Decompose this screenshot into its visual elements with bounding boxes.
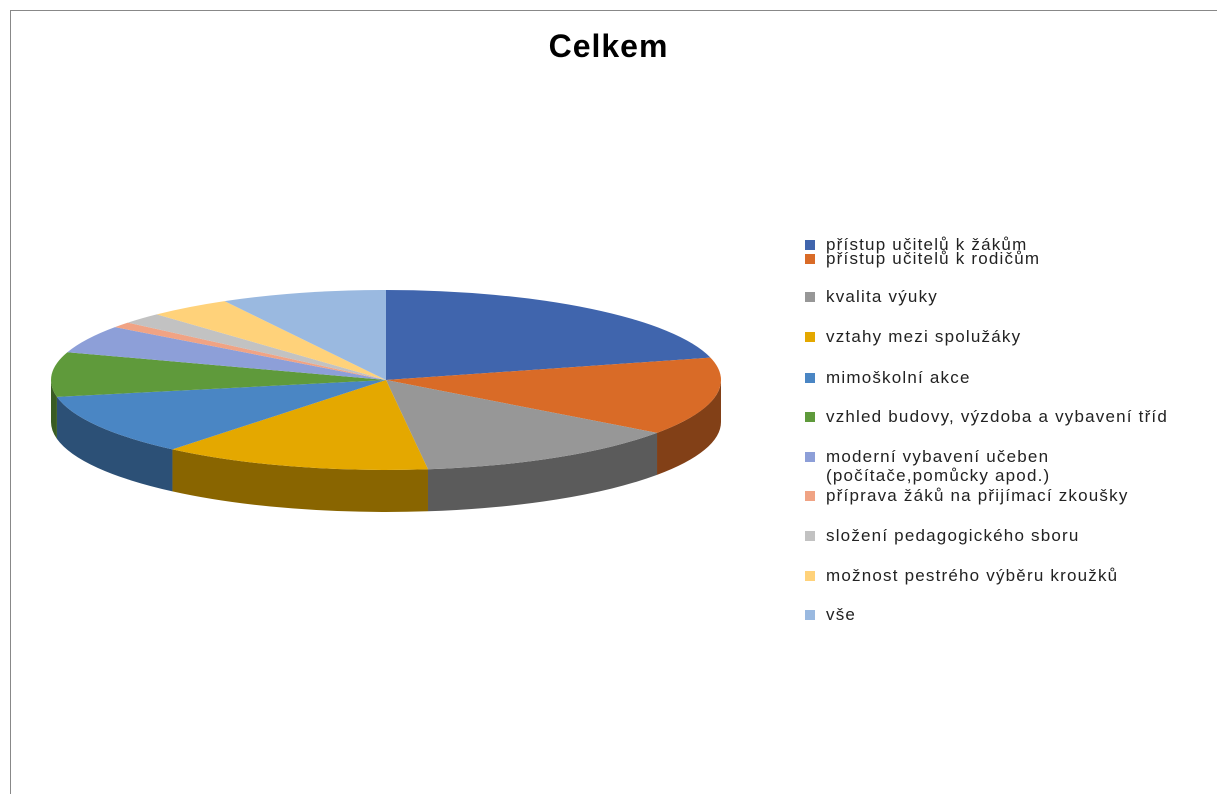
legend-swatch — [805, 412, 815, 422]
legend-label: mimoškolní akce — [826, 368, 971, 387]
legend-label: možnost pestrého výběru kroužků — [826, 566, 1119, 585]
legend-entry: vzhled budovy, výzdoba a vybavení tříd — [805, 407, 1195, 426]
slice — [386, 357, 721, 433]
legend-swatch — [805, 240, 815, 250]
legend-swatch — [805, 292, 815, 302]
slice — [56, 380, 386, 450]
slice — [224, 290, 386, 380]
legend-label: přístup učitelů k rodičům — [826, 249, 1041, 268]
legend-swatch — [805, 491, 815, 501]
slice-side — [51, 380, 57, 439]
legend-swatch — [805, 452, 815, 462]
legend-label: kvalita výuky — [826, 287, 938, 306]
legend-entry: přístup učitelů k rodičům — [805, 249, 1195, 268]
legend-entry: složení pedagogického sboru — [805, 526, 1195, 545]
legend-entry: kvalita výuky — [805, 287, 1195, 306]
legend-label: vzhled budovy, výzdoba a vybavení tříd — [826, 407, 1169, 426]
slice — [172, 380, 428, 470]
slice-side — [427, 432, 658, 512]
chart-frame — [10, 10, 1217, 794]
slice — [156, 301, 386, 380]
legend-swatch — [805, 373, 815, 383]
legend-label: příprava žáků na přijímací zkoušky — [826, 486, 1129, 505]
legend-entry: moderní vybavení učeben (počítače,pomůck… — [805, 447, 1195, 485]
slice — [67, 327, 387, 380]
legend-entry: vztahy mezi spolužáky — [805, 327, 1195, 346]
slice-side — [56, 396, 173, 492]
legend-swatch — [805, 571, 815, 581]
slice — [50, 352, 386, 397]
legend-swatch — [805, 332, 815, 342]
legend-label: moderní vybavení učeben (počítače,pomůck… — [826, 447, 1051, 485]
slice — [386, 290, 711, 380]
slice-side — [172, 449, 428, 512]
legend-entry: příprava žáků na přijímací zkoušky — [805, 486, 1195, 505]
legend-label: vše — [826, 605, 857, 624]
legend-swatch — [805, 610, 815, 620]
legend-swatch — [805, 531, 815, 541]
legend-entry: mimoškolní akce — [805, 368, 1195, 387]
legend-swatch — [805, 254, 815, 264]
legend-label: vztahy mezi spolužáky — [826, 327, 1022, 346]
slice — [386, 380, 658, 470]
legend-label: přístup učitelů k žákům — [826, 235, 1028, 254]
legend-label: složení pedagogického sboru — [826, 526, 1080, 545]
slice — [127, 314, 387, 380]
legend-entry: přístup učitelů k žákům — [805, 235, 1195, 254]
legend-entry: možnost pestrého výběru kroužků — [805, 566, 1195, 585]
slice-side — [657, 380, 721, 475]
chart-title: Celkem — [548, 28, 669, 64]
legend-entry: vše — [805, 605, 1195, 624]
slice — [114, 322, 386, 380]
